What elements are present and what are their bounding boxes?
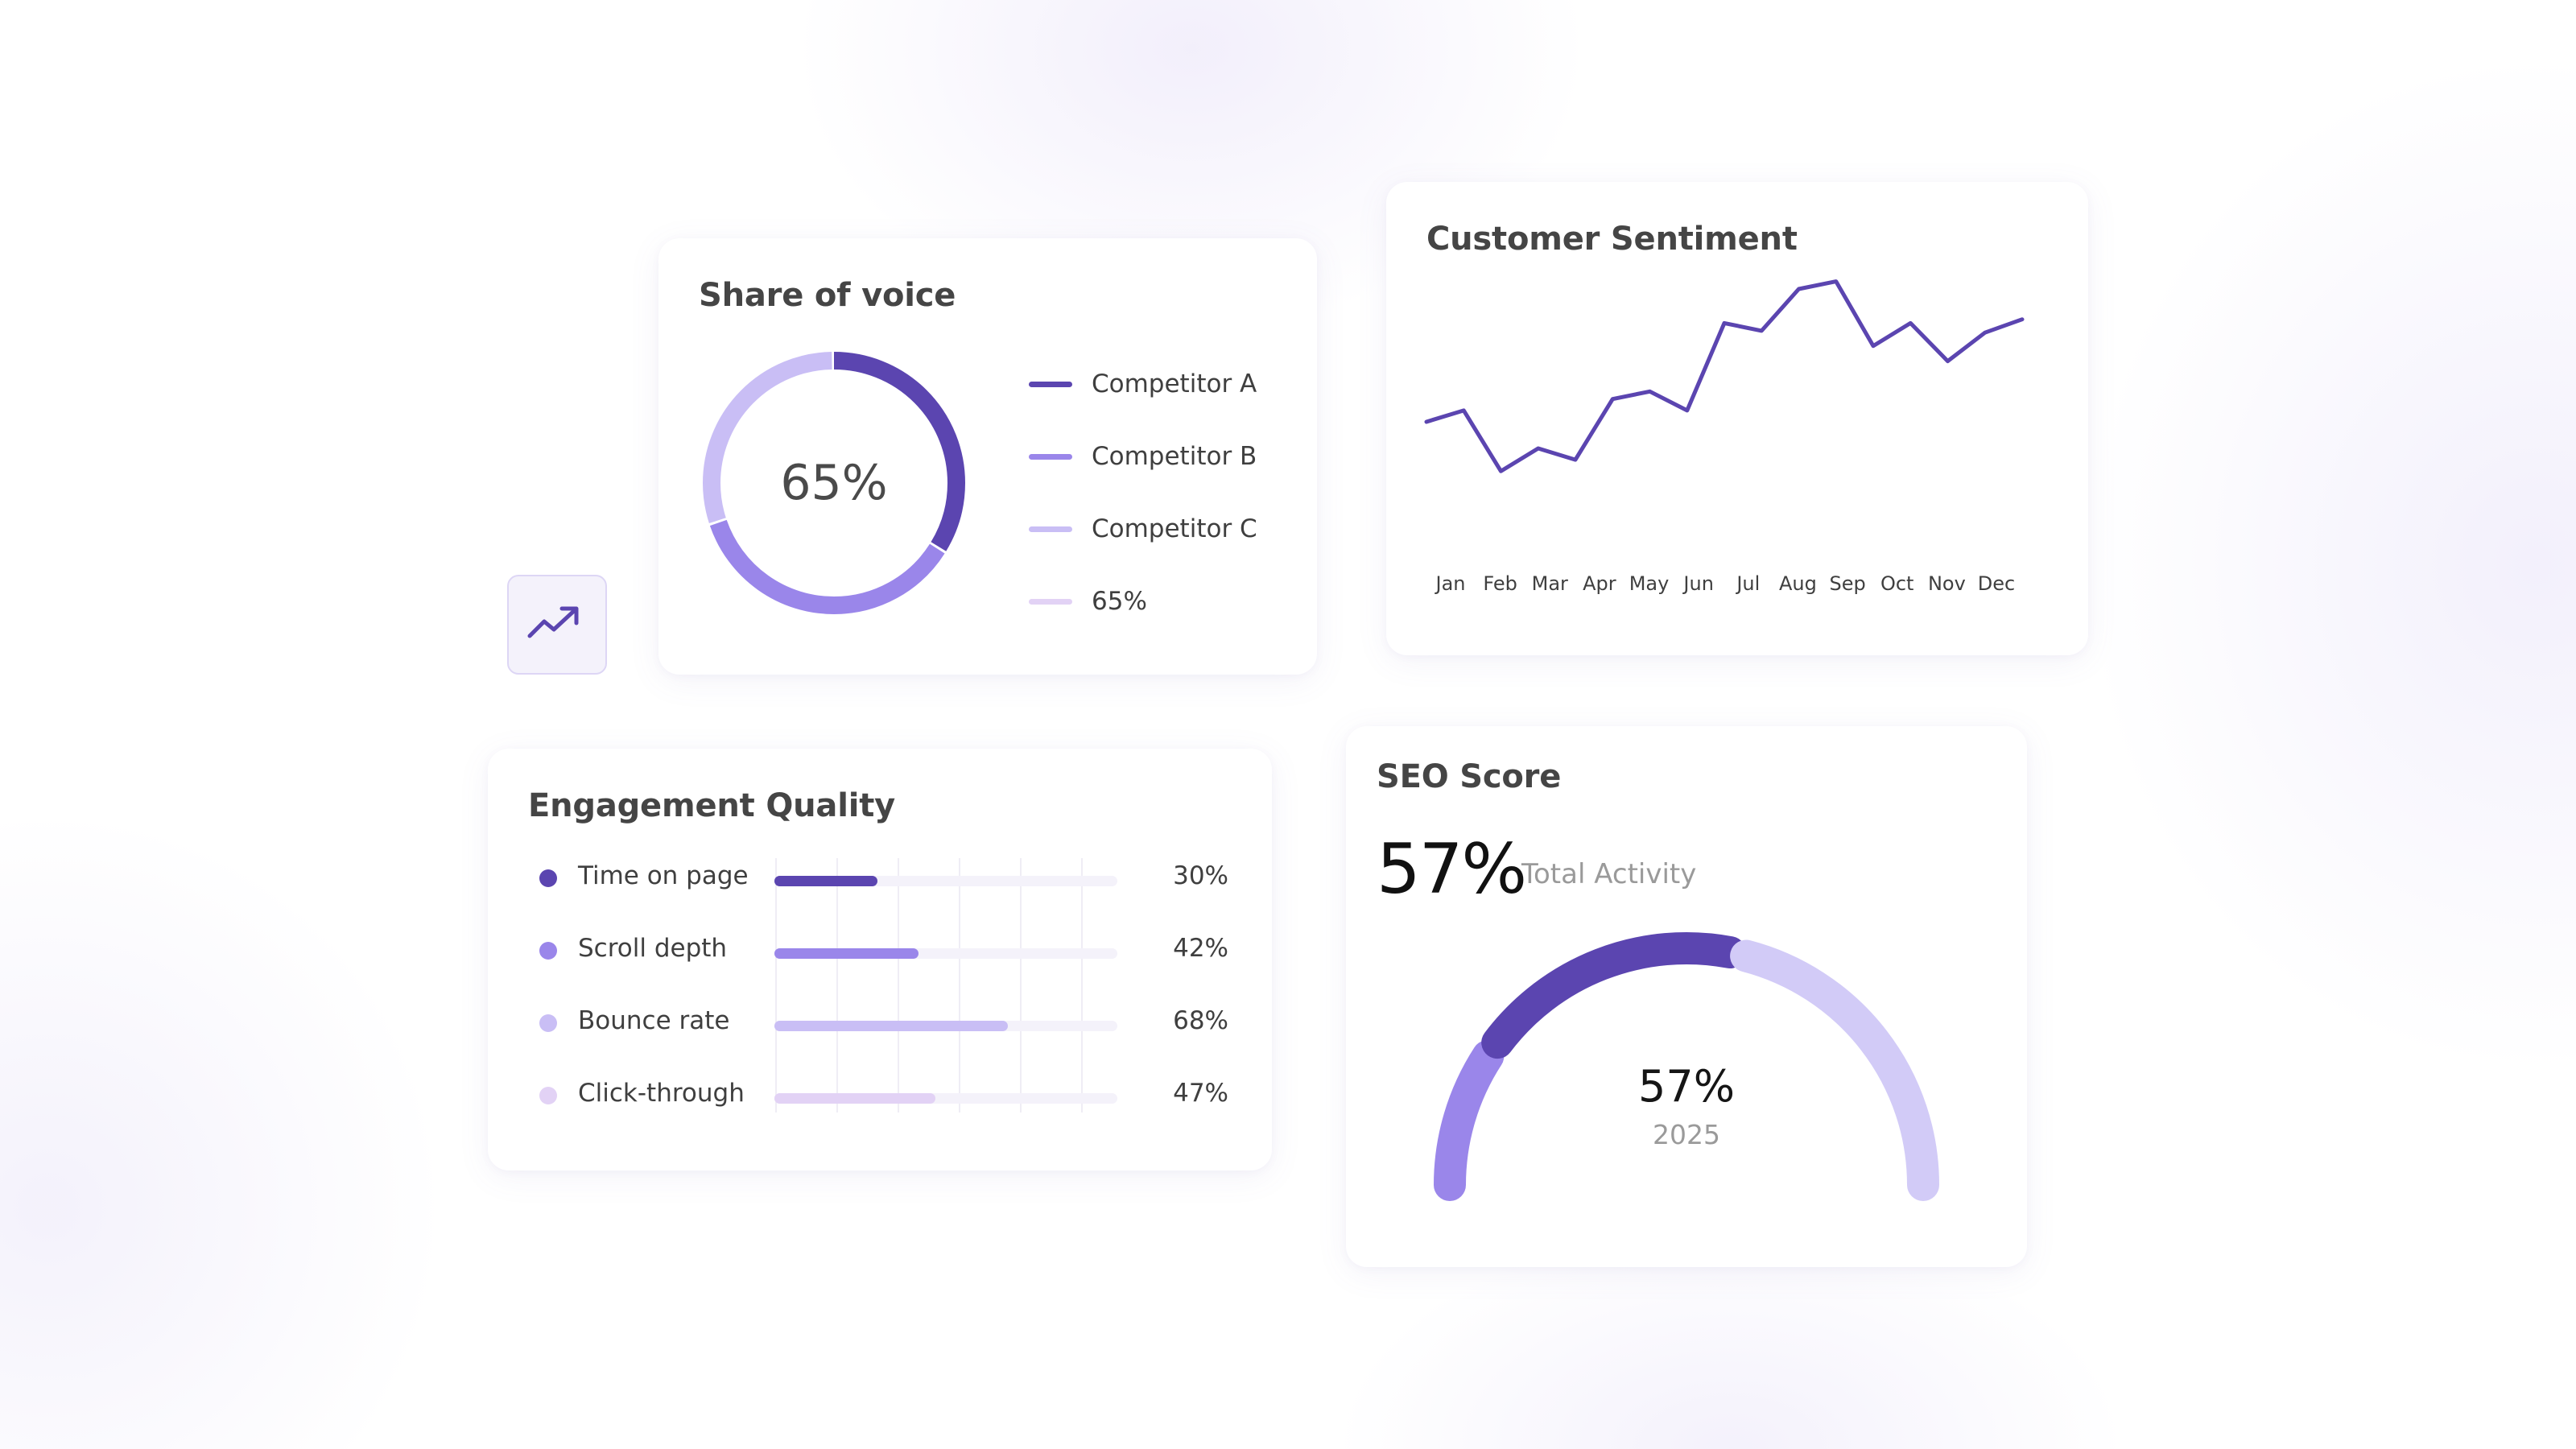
engagement-quality-card: Engagement Quality Time on page 30% Scroll… <box>488 749 1272 1170</box>
row-dot <box>539 942 557 960</box>
legend-label: Competitor A <box>1092 369 1257 398</box>
x-tick-label: Feb <box>1483 572 1517 595</box>
row-label: Scroll depth <box>578 934 728 963</box>
x-tick-label: Jul <box>1735 572 1760 595</box>
gauge-value: 57% <box>1637 1061 1736 1112</box>
legend-swatch <box>1029 526 1072 532</box>
legend-label: Competitor C <box>1092 514 1257 543</box>
row-dot <box>539 1087 557 1104</box>
seo-score-card: SEO Score 57% Total Activity 57% 2025 <box>1346 726 2027 1267</box>
bar-fill <box>774 1021 1008 1031</box>
row-value: 68% <box>1173 1006 1228 1035</box>
engagement-gridlines <box>775 858 1083 1113</box>
x-tick-label: Apr <box>1583 572 1616 595</box>
donut-center-value: 65% <box>780 455 888 511</box>
gauge-segment-start <box>1434 1039 1505 1201</box>
gauge-segment-value <box>1481 931 1747 1059</box>
gauge-segment-remaining <box>1730 939 1939 1201</box>
x-tick-label: Nov <box>1928 572 1966 595</box>
row-value: 47% <box>1173 1079 1228 1108</box>
x-tick-label: Dec <box>1978 572 2015 595</box>
row-label: Time on page <box>578 861 749 890</box>
seo-score-title: SEO Score <box>1377 758 1562 795</box>
legend-label: Competitor B <box>1092 442 1257 471</box>
engagement-row: Bounce rate 68% <box>488 998 1272 1046</box>
x-tick-label: Jan <box>1435 572 1466 595</box>
legend-item: Competitor B <box>1029 420 1257 493</box>
gauge-year: 2025 <box>1653 1119 1720 1150</box>
bar-track <box>774 876 1117 886</box>
bar-track <box>774 1021 1117 1031</box>
x-tick-label: Mar <box>1532 572 1568 595</box>
donut-segment-1 <box>703 352 965 614</box>
seo-score-subtitle: Total Activity <box>1521 858 1697 890</box>
bar-fill <box>774 1093 936 1104</box>
share-of-voice-title: Share of voice <box>699 277 956 314</box>
trending-up-icon <box>525 599 589 650</box>
legend-swatch <box>1029 381 1072 387</box>
legend-swatch <box>1029 598 1072 605</box>
donut-segment-2 <box>703 352 965 614</box>
x-tick-label: Oct <box>1880 572 1914 595</box>
share-of-voice-donut: 65% <box>699 348 969 618</box>
sentiment-series-line <box>1424 279 2025 473</box>
trend-icon-button[interactable] <box>507 575 607 675</box>
x-tick-label: Aug <box>1779 572 1817 595</box>
x-tick-label: Jun <box>1682 572 1714 595</box>
row-label: Bounce rate <box>578 1006 730 1035</box>
engagement-quality-title: Engagement Quality <box>528 787 896 824</box>
legend-item: 65% <box>1029 565 1257 638</box>
row-dot <box>539 1014 557 1032</box>
donut-segment-3 <box>703 352 965 614</box>
legend-item: Competitor A <box>1029 348 1257 420</box>
seo-score-value: 57% <box>1377 829 1527 910</box>
row-label: Click-through <box>578 1079 745 1108</box>
engagement-row: Time on page 30% <box>488 853 1272 902</box>
bar-track <box>774 1093 1117 1104</box>
legend-item: Competitor C <box>1029 493 1257 565</box>
engagement-row: Click-through 47% <box>488 1071 1272 1119</box>
x-tick-label: May <box>1629 572 1670 595</box>
customer-sentiment-chart: Jan Feb Mar Apr May Jun Jul Aug Sep Oct Nov Dec <box>1424 279 2025 595</box>
donut-chart <box>703 352 965 614</box>
share-of-voice-legend: Competitor A Competitor B Competitor C 65% <box>1029 348 1257 638</box>
engagement-row: Scroll depth 42% <box>488 926 1272 974</box>
bar-fill <box>774 948 919 959</box>
x-tick-label: Sep <box>1829 572 1865 595</box>
customer-sentiment-title: Customer Sentiment <box>1426 221 1798 258</box>
bar-track <box>774 948 1117 959</box>
seo-gauge <box>1434 931 1939 1201</box>
row-value: 30% <box>1173 861 1228 890</box>
legend-swatch <box>1029 453 1072 460</box>
customer-sentiment-card: Customer Sentiment Jan Feb Mar Apr May Jun Jul… <box>1386 182 2088 655</box>
row-value: 42% <box>1173 934 1228 963</box>
row-dot <box>539 869 557 887</box>
legend-label: 65% <box>1092 587 1147 616</box>
bar-fill <box>774 876 877 886</box>
share-of-voice-card: Share of voice 65% Competitor A Competito… <box>658 238 1317 675</box>
